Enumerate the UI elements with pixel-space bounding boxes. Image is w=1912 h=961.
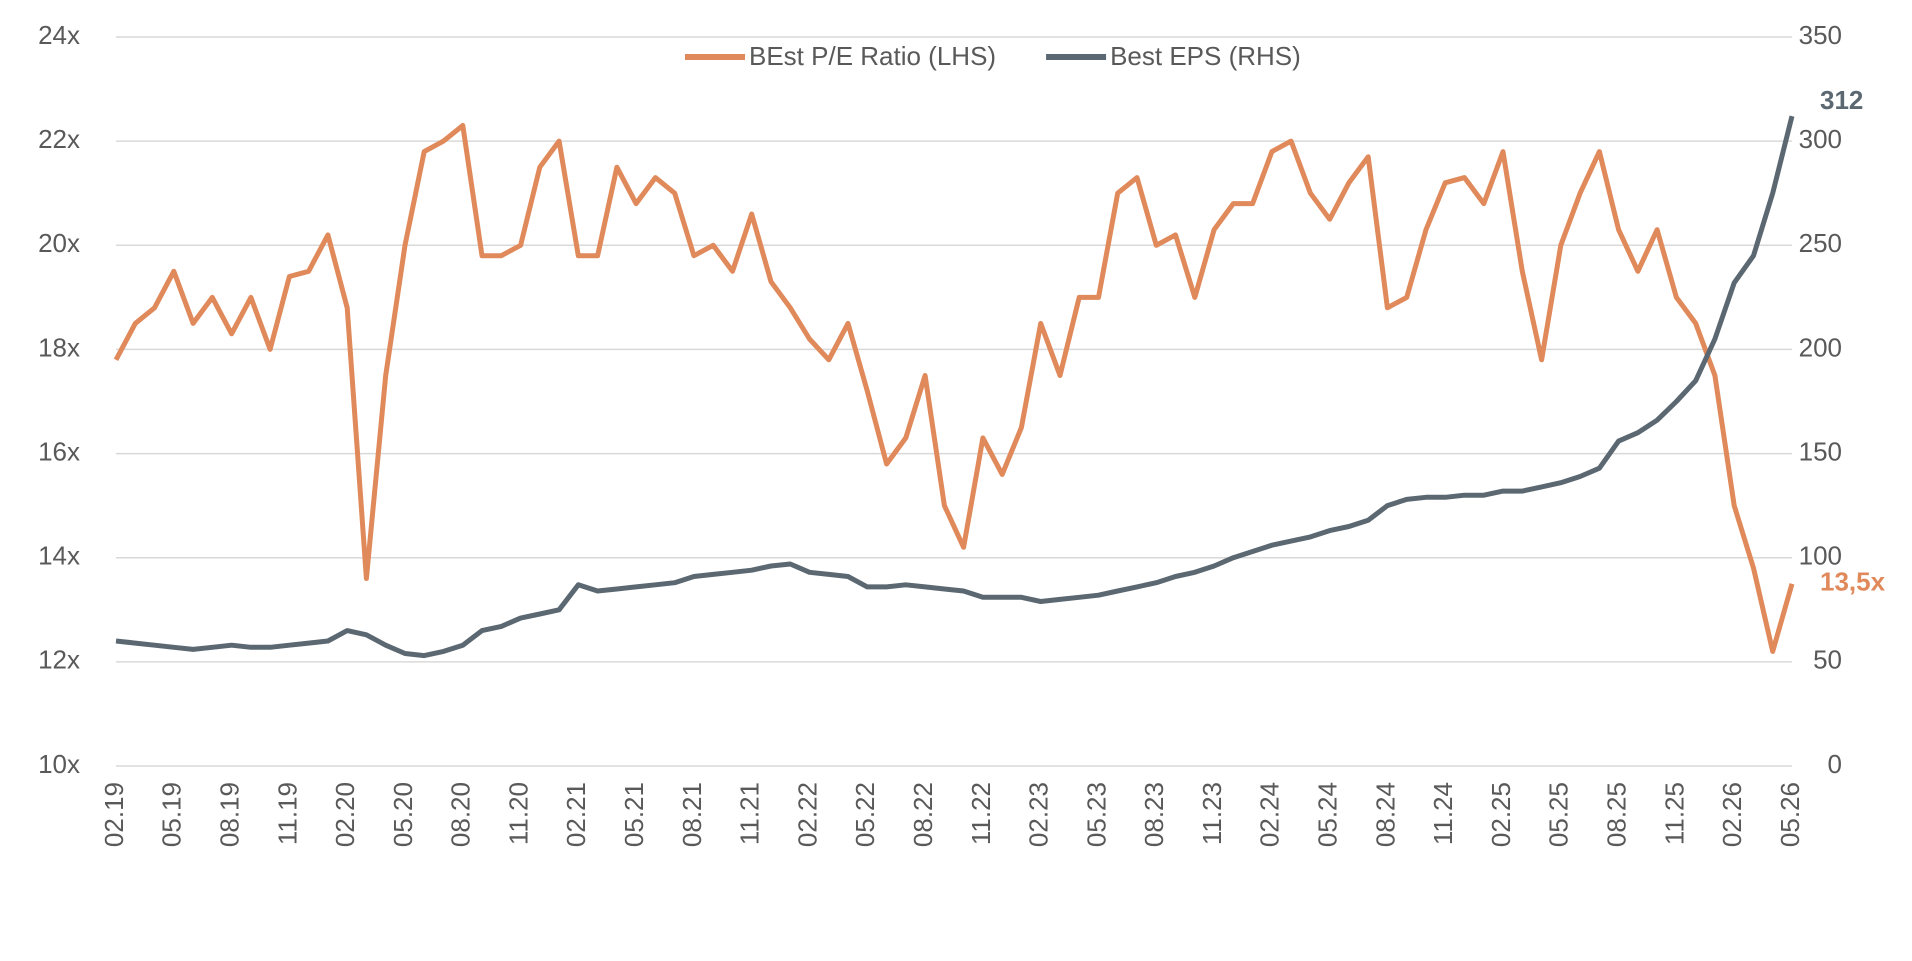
x-tick-label: 08.22 [908,782,938,847]
x-tick-label: 02.25 [1486,782,1516,847]
x-tick-label: 11.19 [272,782,302,845]
y-tick-label: 22x [38,124,80,154]
y2-tick-label: 200 [1799,332,1842,362]
series-line [113,123,1795,654]
x-tick-label: 05.20 [388,782,418,847]
x-tick-label: 05.24 [1313,782,1343,847]
x-tick-label: 11.23 [1197,782,1227,845]
x-tick-label: 08.23 [1139,782,1169,847]
x-tick-label: 02.26 [1717,782,1747,847]
x-tick-label: 02.23 [1024,782,1054,847]
end-label: 312 [1820,85,1863,115]
x-tick-label: 05.21 [619,782,649,847]
y-tick-label: 14x [38,541,80,571]
x-tick-label: 02.20 [330,782,360,847]
x-tick-label: 05.25 [1544,782,1574,847]
x-tick-label: 11.22 [966,782,996,845]
x-tick-label: 05.22 [850,782,880,847]
x-tick-label: 11.21 [735,782,765,845]
legend-label: BEst P/E Ratio (LHS) [749,41,996,71]
x-tick-label: 11.20 [503,782,533,845]
x-tick-label: 05.19 [157,782,187,847]
x-tick-label: 02.19 [99,782,129,847]
x-tick-label: 05.23 [1081,782,1111,847]
y-tick-label: 20x [38,228,80,258]
x-tick-label: 08.24 [1370,782,1400,847]
x-tick-label: 08.19 [214,782,244,847]
y-tick-label: 12x [38,645,80,675]
y2-tick-label: 0 [1828,749,1842,779]
x-tick-label: 02.22 [792,782,822,847]
y2-tick-label: 50 [1813,645,1842,675]
y2-tick-label: 250 [1799,228,1842,258]
x-tick-label: 02.21 [561,782,591,847]
x-tick-label: 08.25 [1601,782,1631,847]
y-tick-label: 10x [38,749,80,779]
x-tick-label: 08.21 [677,782,707,847]
y2-tick-label: 350 [1799,20,1842,50]
x-tick-label: 11.25 [1659,782,1689,845]
y2-tick-label: 100 [1799,541,1842,571]
x-tick-label: 11.24 [1428,782,1458,845]
series-line [115,115,1795,659]
end-label: 13,5x [1820,567,1886,597]
x-tick-label: 08.20 [446,782,476,847]
x-tick-label: 02.24 [1255,782,1285,847]
y-tick-label: 18x [38,332,80,362]
x-tick-label: 05.26 [1775,782,1805,847]
y2-tick-label: 150 [1799,436,1842,466]
y-tick-label: 24x [38,20,80,50]
y-tick-label: 16x [38,436,80,466]
legend-label: Best EPS (RHS) [1110,41,1301,71]
y2-tick-label: 300 [1799,124,1842,154]
